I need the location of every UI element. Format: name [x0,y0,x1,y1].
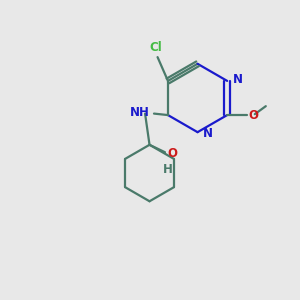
Text: N: N [203,127,213,140]
Text: O: O [248,109,258,122]
Text: NH: NH [130,106,149,119]
Text: N: N [232,73,242,86]
Text: Cl: Cl [150,40,162,54]
Text: H: H [163,163,173,176]
Text: O: O [167,147,177,160]
